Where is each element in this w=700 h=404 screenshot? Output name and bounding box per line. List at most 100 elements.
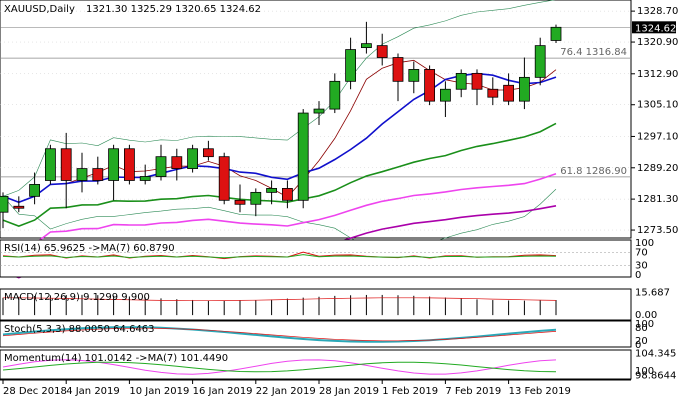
candle-body-bull: [408, 69, 420, 82]
candle-body-bull: [76, 168, 88, 181]
momentum-tick-label: 98.8644: [635, 371, 676, 382]
stoch-tick-label: 80: [635, 323, 648, 334]
candle-body-bear: [202, 148, 214, 158]
candle-body-bull: [266, 188, 278, 193]
symbol-header: XAUUSD,Daily 1321.30 1325.29 1320.65 132…: [4, 4, 261, 15]
current-price-label: 1324.62: [635, 23, 676, 34]
price-axis: 1328.70 1320.90 1312.90 1305.10 1297.10 1289.…: [631, 6, 678, 236]
symbol-label: XAUUSD,Daily: [4, 4, 75, 15]
candle-body-bull: [550, 26, 562, 41]
candle[interactable]: [471, 69, 483, 106]
candle[interactable]: [455, 69, 467, 98]
candle-body-bull: [139, 176, 151, 181]
candle[interactable]: [234, 184, 246, 213]
candle[interactable]: [329, 73, 341, 114]
price-grid: [0, 10, 631, 231]
candle[interactable]: [60, 132, 72, 209]
macd-signal-line: [3, 297, 557, 302]
candle-body-bull: [108, 148, 119, 181]
candle[interactable]: [424, 65, 436, 106]
candle[interactable]: [360, 21, 372, 54]
candle[interactable]: [266, 180, 278, 205]
candle[interactable]: [124, 144, 135, 185]
price-tick-label: 1305.10: [637, 100, 678, 111]
candle[interactable]: [187, 144, 199, 173]
candle[interactable]: [202, 140, 214, 161]
candle[interactable]: [29, 172, 41, 205]
candle-body-bull: [155, 156, 167, 177]
stoch-tick-label: 0: [635, 340, 641, 351]
candle[interactable]: [92, 156, 104, 185]
candle[interactable]: [297, 109, 309, 209]
candle[interactable]: [519, 57, 530, 110]
momentum-line: [2, 359, 557, 375]
candle-body-bull: [250, 191, 262, 205]
macd-histogram: [2, 294, 557, 316]
candle[interactable]: [313, 101, 325, 125]
candle-body-bull: [519, 76, 530, 102]
candle-body-bear: [171, 156, 183, 169]
candle[interactable]: [550, 24, 562, 44]
candle-body-bear: [471, 72, 483, 90]
candle-body-bull: [439, 88, 451, 102]
candle[interactable]: [281, 180, 293, 209]
macd-label: MACD(12,26,9) 9.1299 9.900: [4, 292, 150, 303]
candle[interactable]: [392, 53, 404, 102]
stoch-lines: [2, 326, 557, 343]
candle[interactable]: [76, 152, 88, 193]
candle-body-bear: [281, 188, 293, 201]
date-axis: 28 Dec 2018 4 Jan 2019 10 Jan 2019 16 Jan 2…: [0, 379, 631, 397]
candle-body-bull: [313, 108, 325, 114]
momentum-tick-label: 100: [635, 366, 654, 377]
candle-body-bull: [45, 148, 56, 181]
bollinger-bands: [2, 0, 557, 249]
date-tick-label: 10 Jan 2019: [129, 386, 189, 397]
candle[interactable]: [487, 77, 499, 106]
candle[interactable]: [0, 192, 9, 229]
date-tick-label: 16 Jan 2019: [193, 386, 253, 397]
candle[interactable]: [534, 37, 546, 86]
rsi-ma-line: [2, 254, 557, 259]
rsi-tick-label: 70: [635, 248, 648, 259]
rsi-tick-label: 0: [635, 270, 641, 281]
candle-body-bull: [29, 184, 41, 197]
candle[interactable]: [139, 164, 151, 185]
date-tick-label: 22 Jan 2019: [256, 386, 316, 397]
rsi-panel: [0, 239, 632, 278]
candle[interactable]: [250, 188, 262, 217]
candle[interactable]: [155, 144, 167, 181]
candle[interactable]: [13, 196, 25, 213]
rsi-lines: [0, 251, 631, 266]
candle[interactable]: [439, 81, 451, 118]
rsi-tick-label: 30: [635, 260, 648, 271]
candle[interactable]: [218, 152, 230, 205]
momentum-panel: [0, 349, 632, 380]
momentum-ma-line: [2, 361, 557, 373]
candle-body-bear: [234, 199, 246, 205]
candle-body-bear: [376, 45, 388, 58]
candle[interactable]: [171, 148, 183, 181]
candle[interactable]: [45, 144, 56, 185]
candle[interactable]: [108, 144, 119, 201]
candle[interactable]: [345, 37, 357, 90]
candle-body-bull: [360, 43, 372, 49]
candle-body-bear: [503, 84, 515, 102]
candle-body-bull: [329, 80, 341, 110]
stoch-d-line: [2, 327, 557, 342]
candle[interactable]: [376, 33, 388, 66]
stoch-label: Stoch(5,3,3) 88.0050 64.6463: [4, 324, 155, 335]
bollinger-lower: [2, 188, 557, 249]
candle[interactable]: [503, 73, 515, 106]
candle-body-bull: [297, 112, 309, 201]
candles[interactable]: [0, 21, 562, 229]
candle-body-bull: [0, 195, 9, 213]
rsi-label: RSI(14) 65.9625 ->MA(7) 60.8790: [4, 243, 175, 254]
stoch-k-line: [2, 326, 557, 343]
date-tick-label: 28 Dec 2018: [3, 386, 67, 397]
candle[interactable]: [408, 61, 420, 94]
bollinger-upper: [2, 0, 556, 197]
